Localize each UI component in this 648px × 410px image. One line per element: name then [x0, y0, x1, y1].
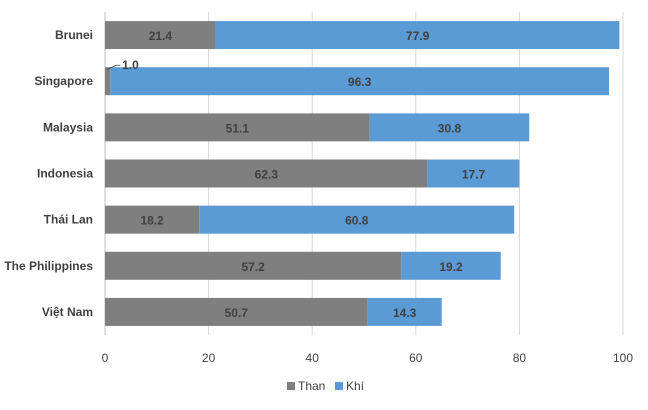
category-label: Brunei: [55, 28, 93, 42]
bar-khí: [215, 21, 620, 50]
bar-than: [105, 205, 200, 234]
data-label: 60.8: [345, 214, 369, 228]
bar-than: [105, 67, 111, 96]
data-label: 18.2: [140, 214, 164, 228]
legend-swatch-khí: [335, 382, 343, 390]
bar-than: [105, 159, 428, 188]
x-tick-label: 20: [202, 351, 216, 365]
bar-than: [105, 297, 368, 326]
category-label: Singapore: [34, 74, 93, 88]
data-label: 17.7: [462, 168, 486, 182]
legend-label: Than: [298, 379, 325, 393]
data-label: 21.4: [149, 29, 173, 43]
bar-khí: [369, 113, 530, 142]
bar-than: [105, 113, 370, 142]
data-label: 30.8: [438, 121, 462, 135]
data-label: 1.0: [122, 58, 139, 72]
bar-khí: [427, 159, 520, 188]
x-tick-label: 40: [306, 351, 320, 365]
bar-khí: [401, 251, 501, 280]
bar-than: [105, 251, 402, 280]
category-label: Thái Lan: [44, 213, 93, 227]
data-label: 14.3: [393, 306, 417, 320]
category-label: Indonesia: [37, 167, 93, 181]
legend-swatch-than: [287, 382, 295, 390]
data-label: 96.3: [348, 75, 372, 89]
x-tick-label: 80: [513, 351, 527, 365]
x-tick-label: 0: [102, 351, 109, 365]
bar-than: [105, 21, 216, 50]
data-label-leader: [107, 64, 121, 70]
legend-label: Khí: [346, 379, 365, 393]
category-label: The Philippines: [4, 259, 93, 273]
data-label: 50.7: [225, 306, 249, 320]
bar-khí: [199, 205, 515, 234]
data-label: 19.2: [439, 260, 463, 274]
data-label: 51.1: [226, 121, 250, 135]
labels: 0 20 40 60 80 100 Brunei 21.4 77.9 Singapore 1.0 96…: [4, 28, 633, 365]
category-label: Việt Nam: [42, 305, 93, 319]
legend: Than Khí: [287, 379, 365, 393]
bar-khí: [367, 297, 442, 326]
x-tick-label: 60: [409, 351, 423, 365]
x-tick-label: 100: [613, 351, 633, 365]
bars: [105, 21, 620, 326]
data-label: 62.3: [255, 168, 279, 182]
bar-khí: [110, 67, 610, 96]
data-label: 77.9: [406, 29, 430, 43]
category-label: Malaysia: [43, 120, 93, 134]
data-label: 57.2: [241, 260, 265, 274]
